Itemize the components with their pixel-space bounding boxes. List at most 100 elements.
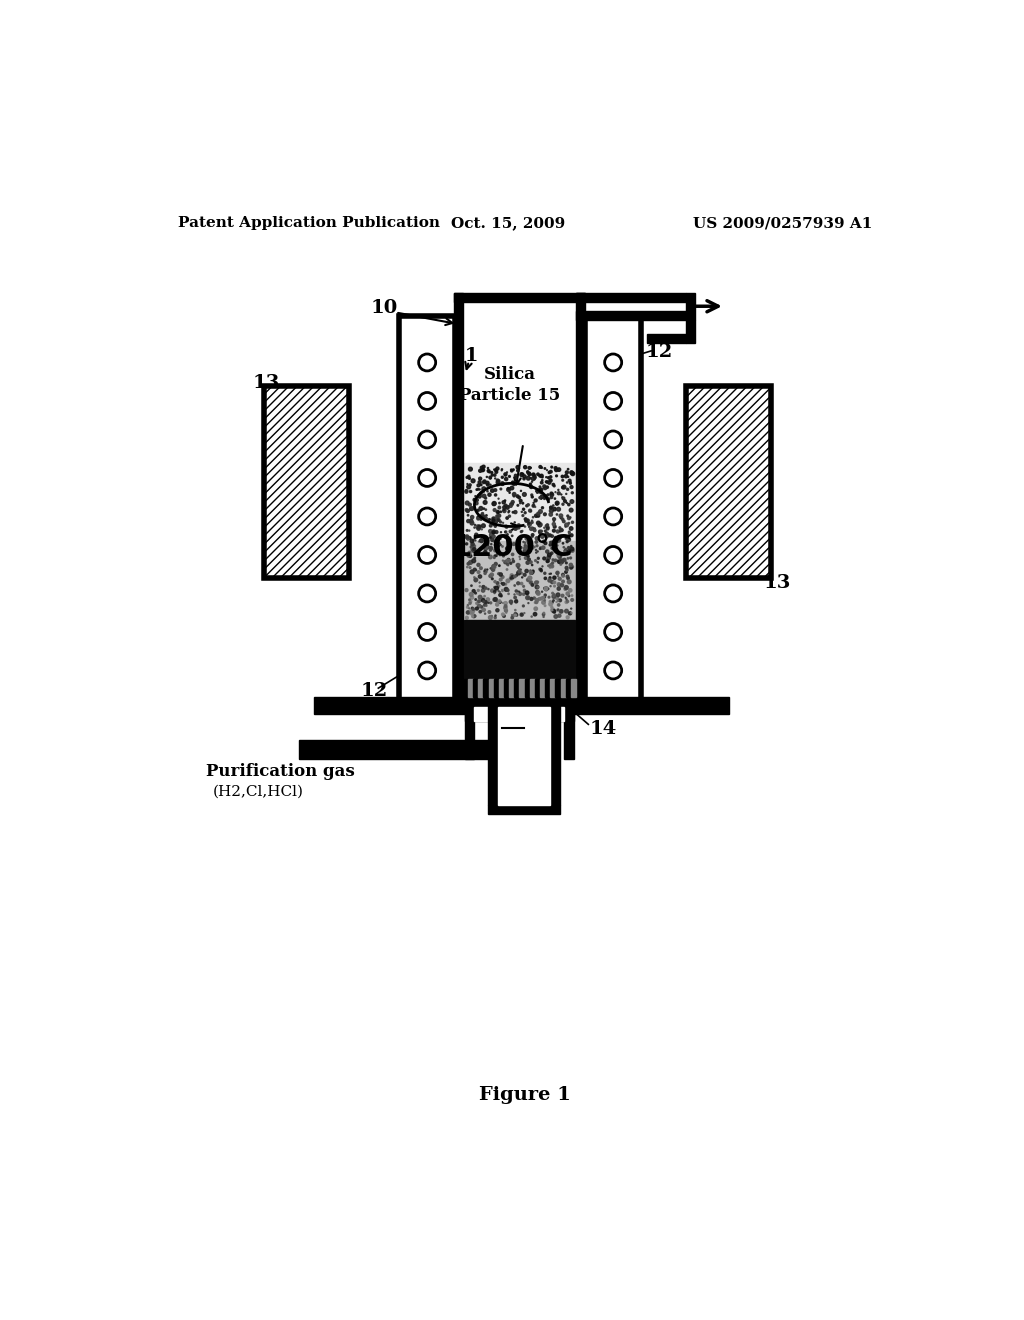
Circle shape — [555, 536, 557, 539]
Circle shape — [520, 546, 522, 549]
Circle shape — [549, 544, 551, 546]
Circle shape — [505, 560, 507, 562]
Circle shape — [495, 471, 498, 474]
Circle shape — [481, 469, 484, 471]
Circle shape — [508, 593, 509, 594]
Circle shape — [531, 473, 535, 477]
Circle shape — [483, 601, 484, 602]
Bar — [498, 706, 550, 805]
Circle shape — [506, 569, 508, 570]
Bar — [509, 678, 514, 697]
Circle shape — [541, 597, 543, 601]
Circle shape — [544, 573, 546, 574]
Circle shape — [530, 494, 532, 496]
Circle shape — [484, 603, 486, 606]
Bar — [575, 312, 686, 321]
Bar — [464, 462, 575, 541]
Circle shape — [505, 525, 508, 528]
Circle shape — [478, 536, 479, 537]
Circle shape — [544, 535, 546, 536]
Bar — [465, 711, 488, 721]
Circle shape — [486, 598, 489, 602]
Circle shape — [527, 558, 530, 561]
Circle shape — [498, 515, 501, 517]
Circle shape — [571, 471, 574, 475]
Circle shape — [499, 601, 501, 603]
Circle shape — [503, 510, 505, 511]
Circle shape — [484, 546, 487, 550]
Circle shape — [512, 511, 514, 513]
Circle shape — [488, 546, 492, 549]
Circle shape — [503, 506, 506, 510]
Circle shape — [516, 564, 520, 568]
Circle shape — [517, 593, 518, 594]
Circle shape — [552, 523, 555, 525]
Circle shape — [527, 556, 529, 557]
Circle shape — [560, 528, 563, 532]
Circle shape — [559, 599, 561, 602]
Circle shape — [492, 519, 495, 521]
Circle shape — [567, 577, 569, 579]
Circle shape — [510, 503, 512, 506]
Text: 10: 10 — [370, 300, 397, 317]
Bar — [540, 678, 545, 697]
Circle shape — [534, 474, 535, 475]
Circle shape — [536, 490, 539, 492]
Circle shape — [537, 521, 541, 525]
Circle shape — [492, 474, 494, 477]
Circle shape — [537, 515, 540, 517]
Circle shape — [531, 536, 534, 537]
Circle shape — [506, 517, 508, 519]
Circle shape — [567, 579, 571, 583]
Circle shape — [523, 478, 525, 480]
Circle shape — [470, 507, 473, 511]
Circle shape — [477, 495, 481, 498]
Circle shape — [530, 544, 531, 545]
Circle shape — [534, 475, 536, 478]
Circle shape — [465, 502, 469, 504]
Circle shape — [478, 480, 481, 483]
Circle shape — [500, 521, 502, 523]
Circle shape — [495, 525, 497, 527]
Circle shape — [528, 473, 530, 475]
Circle shape — [563, 558, 566, 561]
Circle shape — [488, 477, 492, 479]
Circle shape — [544, 541, 547, 545]
Circle shape — [514, 576, 516, 578]
Circle shape — [562, 479, 563, 480]
Circle shape — [558, 577, 561, 581]
Circle shape — [555, 469, 558, 471]
Circle shape — [556, 503, 558, 506]
Bar — [570, 678, 575, 697]
Circle shape — [568, 531, 570, 533]
Bar — [399, 317, 455, 701]
Circle shape — [469, 537, 471, 540]
Circle shape — [486, 543, 488, 544]
Circle shape — [490, 471, 493, 474]
Circle shape — [494, 557, 496, 558]
Circle shape — [476, 488, 477, 490]
Circle shape — [536, 585, 539, 589]
Circle shape — [489, 549, 492, 552]
Circle shape — [514, 614, 516, 616]
Circle shape — [550, 510, 553, 512]
Circle shape — [482, 512, 483, 515]
Circle shape — [525, 553, 527, 556]
Circle shape — [536, 598, 539, 602]
Circle shape — [528, 543, 529, 544]
Circle shape — [482, 494, 485, 498]
Circle shape — [567, 469, 568, 470]
Circle shape — [486, 483, 489, 486]
Circle shape — [548, 597, 550, 598]
Circle shape — [522, 508, 524, 511]
Circle shape — [541, 482, 543, 484]
Circle shape — [497, 511, 500, 513]
Circle shape — [504, 587, 508, 591]
Circle shape — [469, 599, 470, 601]
Circle shape — [531, 477, 535, 480]
Circle shape — [509, 531, 512, 533]
Circle shape — [514, 511, 517, 513]
Circle shape — [539, 510, 543, 513]
Circle shape — [496, 603, 499, 606]
Circle shape — [488, 529, 492, 533]
